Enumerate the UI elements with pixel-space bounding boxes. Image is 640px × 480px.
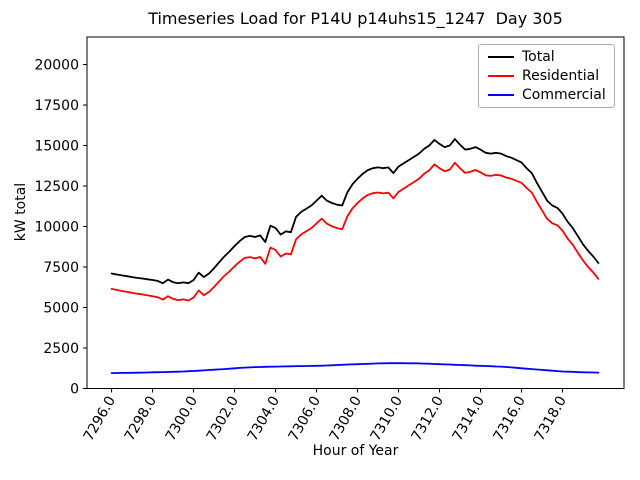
x-tick-label: 7302.0 xyxy=(204,394,242,444)
y-tick-label: 12500 xyxy=(34,179,79,195)
y-tick-label: 2500 xyxy=(43,341,79,357)
x-tick-label: 7314.0 xyxy=(450,394,488,444)
x-tick-label: 7298.0 xyxy=(122,394,160,444)
legend: Total Residential Commercial xyxy=(478,44,615,108)
x-axis-label: Hour of Year xyxy=(312,443,399,459)
x-tick-label: 7306.0 xyxy=(286,394,324,444)
series-line-total xyxy=(110,138,600,285)
axes-frame xyxy=(86,36,625,389)
legend-line-residential xyxy=(488,75,514,77)
x-tick-label: 7300.0 xyxy=(163,394,201,444)
series-line-residential xyxy=(110,161,600,302)
y-tick-label: 10000 xyxy=(34,220,79,236)
y-tick-label: 7500 xyxy=(43,260,79,276)
legend-line-commercial xyxy=(488,94,514,96)
x-tick-label: 7310.0 xyxy=(368,394,406,444)
legend-label-total: Total xyxy=(522,49,555,65)
x-tick-label: 7304.0 xyxy=(245,394,283,444)
y-tick-label: 5000 xyxy=(43,301,79,317)
x-tick-label: 7308.0 xyxy=(327,394,365,444)
legend-label-commercial: Commercial xyxy=(522,87,606,103)
legend-label-residential: Residential xyxy=(522,68,600,84)
x-tick-label: 7316.0 xyxy=(491,394,529,444)
y-tick-label: 0 xyxy=(70,382,79,398)
x-tick-label: 7296.0 xyxy=(81,394,119,444)
legend-entry-commercial: Commercial xyxy=(488,88,614,102)
y-tick-label: 15000 xyxy=(34,139,79,155)
chart-title: Timeseries Load for P14U p14uhs15_1247 D… xyxy=(148,9,563,28)
x-tick-label: 7312.0 xyxy=(409,394,447,444)
x-tick-label: 7318.0 xyxy=(532,394,570,444)
series-line-commercial xyxy=(110,362,600,375)
legend-entry-residential: Residential xyxy=(488,69,614,83)
y-tick-label: 17500 xyxy=(34,98,79,114)
y-tick-label: 20000 xyxy=(34,58,79,74)
legend-entry-total: Total xyxy=(488,50,614,64)
legend-line-total xyxy=(488,56,514,58)
